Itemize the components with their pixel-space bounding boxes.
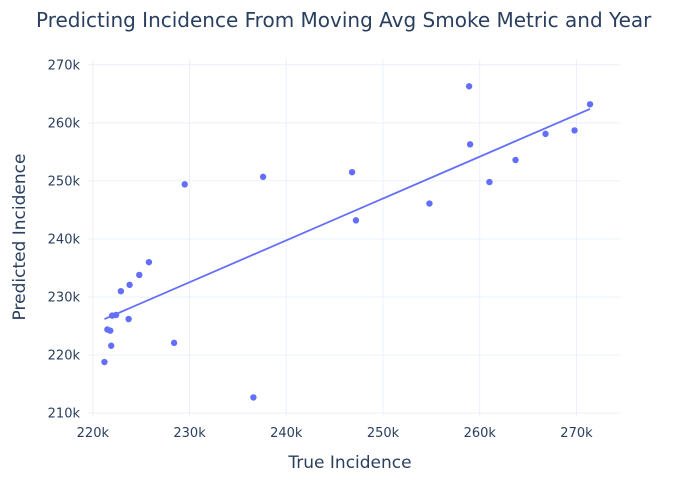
scatter-point bbox=[107, 327, 114, 334]
scatter-point bbox=[112, 311, 120, 319]
scatter-point bbox=[586, 101, 594, 108]
x-axis-label: True Incidence bbox=[287, 453, 411, 473]
x-tick-label: 240k bbox=[270, 426, 303, 441]
y-tick-label: 270k bbox=[48, 58, 81, 73]
scatter-point bbox=[512, 156, 519, 164]
trendline bbox=[104, 108, 591, 320]
scatter-point bbox=[352, 217, 360, 224]
scatter-point bbox=[181, 181, 188, 188]
scatter-point bbox=[426, 200, 433, 207]
x-axis-ticks: 220k 230k 240k 250k 260k 270k bbox=[77, 426, 593, 441]
x-tick-label: 230k bbox=[173, 426, 206, 441]
scatter-point bbox=[571, 127, 578, 134]
scatter-point bbox=[126, 281, 133, 289]
scatter-point bbox=[117, 287, 125, 295]
y-tick-label: 230k bbox=[48, 291, 81, 306]
y-tick-label: 250k bbox=[48, 174, 81, 189]
scatter-point bbox=[465, 83, 473, 90]
y-axis-label: Predicted Incidence bbox=[10, 154, 30, 321]
scatter-point bbox=[259, 173, 267, 181]
scatter-point bbox=[108, 342, 115, 349]
scatter-point bbox=[250, 394, 257, 401]
y-tick-label: 220k bbox=[48, 349, 81, 364]
y-axis-ticks: 210k 220k 230k 240k 250k 260k 270k bbox=[48, 58, 81, 421]
chart-title: Predicting Incidence From Moving Avg Smo… bbox=[36, 8, 652, 32]
scatter-point bbox=[101, 358, 108, 366]
x-tick-label: 270k bbox=[560, 426, 593, 441]
scatter-point bbox=[145, 258, 153, 266]
x-tick-label: 220k bbox=[77, 426, 110, 441]
x-tick-label: 260k bbox=[464, 426, 497, 441]
scatter-point bbox=[348, 168, 356, 176]
y-tick-label: 240k bbox=[48, 232, 81, 247]
trendline-layer bbox=[104, 108, 591, 320]
gridlines bbox=[88, 59, 620, 416]
scatter-point bbox=[136, 271, 143, 279]
scatter-point bbox=[542, 130, 549, 138]
scatter-point bbox=[125, 315, 132, 323]
scatter-point bbox=[466, 141, 474, 148]
y-tick-label: 260k bbox=[48, 116, 81, 131]
y-tick-label: 210k bbox=[48, 407, 81, 422]
x-tick-label: 250k bbox=[367, 426, 400, 441]
points-layer bbox=[101, 83, 594, 401]
scatter-point bbox=[486, 178, 493, 186]
scatter-point bbox=[170, 339, 178, 347]
